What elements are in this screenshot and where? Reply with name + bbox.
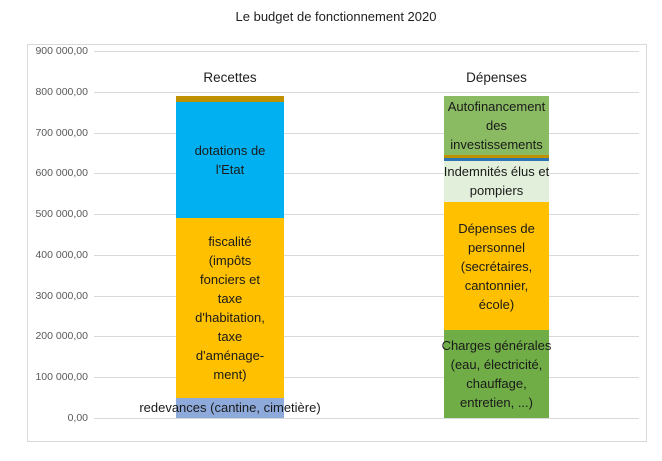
y-axis-tick-label: 500 000,00 <box>35 208 88 221</box>
segment-depense-mince-bleue <box>444 158 549 162</box>
segment-charges-generales: Charges générales (eau, électricité, cha… <box>442 330 551 418</box>
y-axis-tick-label: 700 000,00 <box>35 126 88 139</box>
segment-redevances: redevances (cantine, cimetière) <box>139 397 321 418</box>
bar-depenses: Dépenses Charges générales (eau, électric… <box>442 45 551 441</box>
y-axis-tick-label: 400 000,00 <box>35 248 88 261</box>
segment-depenses-personnel: Dépenses de personnel (secrétaires, cant… <box>444 201 549 331</box>
gridline-900000 <box>94 51 639 52</box>
gridline-200000 <box>94 336 639 338</box>
chart-title: Le budget de fonctionnement 2020 <box>235 9 437 24</box>
segment-autofinancement: Autofinancement des investissements <box>444 95 549 155</box>
y-axis-tick-label: 600 000,00 <box>35 167 88 180</box>
segment-label-indemnites-elus-pompiers: Indemnités élus et pompiers <box>443 164 550 199</box>
gridline-100000 <box>94 377 639 379</box>
gridline-700000 <box>94 132 639 134</box>
gridline-800000 <box>94 91 639 93</box>
segment-fiscalite: fiscalité (impôts fonciers et taxe d'hab… <box>176 218 284 398</box>
segment-label-autofinancement: Autofinancement des investissements <box>447 98 546 152</box>
y-axis-tick-label: 0,00 <box>67 412 88 424</box>
segment-indemnites-elus-pompiers: Indemnités élus et pompiers <box>444 161 549 202</box>
y-axis-tick-label: 900 000,00 <box>35 45 88 57</box>
category-label-depenses: Dépenses <box>466 70 527 85</box>
segment-label-dotations-etat: dotations de l'Etat <box>194 143 266 178</box>
chart-area: 0,00 100 000,00 200 000,00 300 000,00 400 00… <box>27 44 647 442</box>
gridline-0 <box>94 418 639 419</box>
segment-label-depenses-personnel: Dépenses de personnel (secrétaires, cant… <box>458 220 535 312</box>
bar-recettes: Recettes redevances (cantine, cimetière) f… <box>139 45 321 441</box>
gridline-400000 <box>94 254 639 256</box>
segment-dotations-etat: dotations de l'Etat <box>176 101 284 219</box>
category-label-recettes: Recettes <box>203 70 257 85</box>
gridline-600000 <box>94 173 639 175</box>
gridline-300000 <box>94 295 639 297</box>
y-axis-tick-label: 200 000,00 <box>35 330 88 343</box>
y-axis-tick-label: 300 000,00 <box>35 289 88 302</box>
segment-autres-recettes <box>176 95 284 102</box>
y-axis-tick-label: 100 000,00 <box>35 371 88 384</box>
segment-label-redevances: redevances (cantine, cimetière) <box>139 400 321 416</box>
y-axis-tick-label: 800 000,00 <box>35 85 88 98</box>
segment-label-fiscalite: fiscalité (impôts fonciers et taxe d'hab… <box>195 233 265 382</box>
segment-label-charges-generales: Charges générales (eau, électricité, cha… <box>441 338 552 411</box>
gridline-500000 <box>94 214 639 216</box>
segment-depense-mince-olive <box>444 154 549 159</box>
